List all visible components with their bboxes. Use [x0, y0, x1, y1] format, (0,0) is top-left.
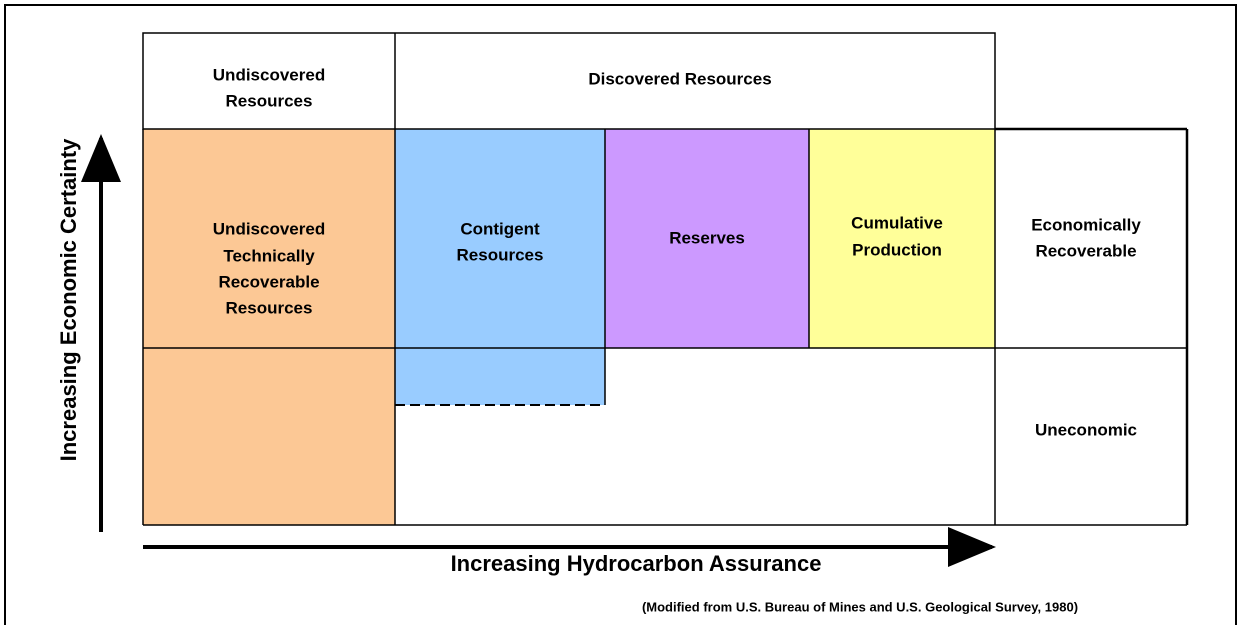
- cell-label: Technically: [223, 246, 315, 265]
- cell-label: Cumulative: [851, 213, 943, 232]
- cell-label: Recoverable: [218, 272, 319, 291]
- cell-label: Resources: [457, 245, 544, 264]
- cell-label: Resources: [226, 298, 313, 317]
- row-label: Uneconomic: [1035, 420, 1137, 439]
- header-label: Discovered Resources: [588, 69, 771, 88]
- cell-label: Production: [852, 240, 942, 259]
- row-label: Recoverable: [1035, 241, 1136, 260]
- undiscovered-region: [143, 129, 395, 525]
- frame: [4, 4, 1237, 625]
- y-axis-label: Increasing Economic Certainty: [56, 138, 81, 462]
- cell-label: Undiscovered: [213, 219, 325, 238]
- contingent-region: [395, 129, 605, 405]
- x-axis-label: Increasing Hydrocarbon Assurance: [451, 551, 822, 576]
- cell-label: Reserves: [669, 228, 745, 247]
- header-label: Resources: [226, 91, 313, 110]
- cumulative-region: [809, 129, 995, 348]
- source-note: (Modified from U.S. Bureau of Mines and …: [642, 599, 1078, 614]
- grid: [142, 32, 1189, 526]
- row-label: Economically: [1031, 215, 1141, 234]
- reserves-region: [605, 129, 809, 348]
- header-label: Undiscovered: [213, 65, 325, 84]
- cell-label: Contigent: [460, 219, 540, 238]
